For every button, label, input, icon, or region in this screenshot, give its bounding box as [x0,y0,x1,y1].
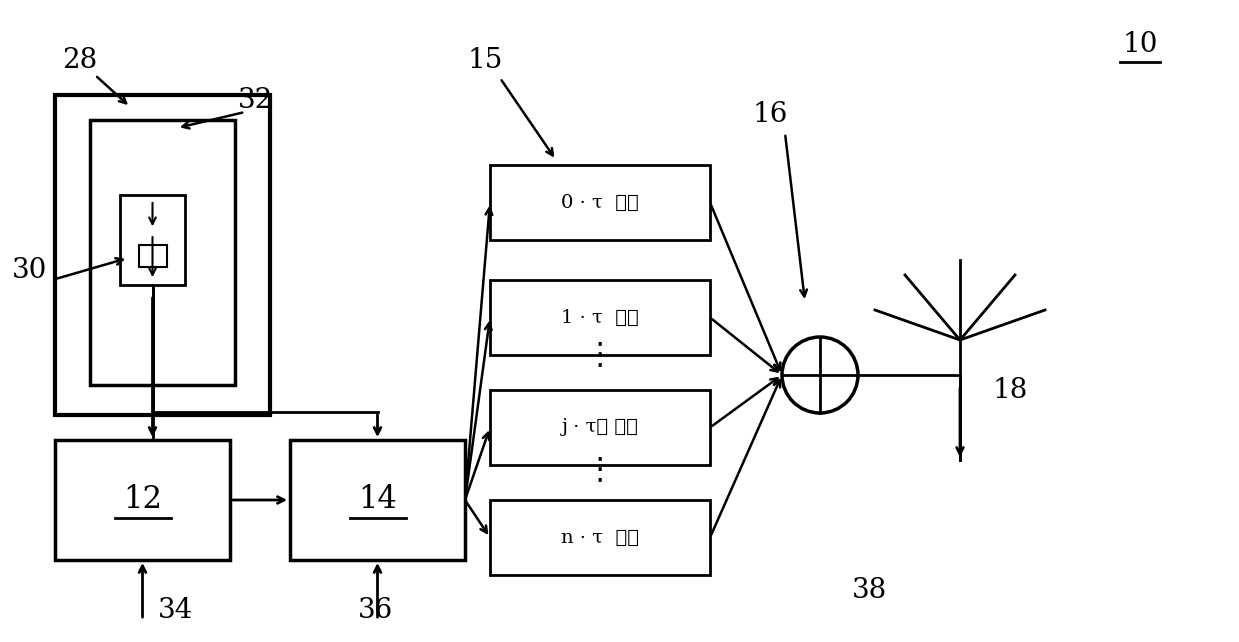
Text: 15: 15 [467,46,503,73]
Text: j · τ： 延迟: j · τ： 延迟 [561,419,638,437]
Text: 30: 30 [12,257,47,284]
Bar [120,195,185,285]
Text: 14: 14 [358,485,396,516]
Bar [489,280,710,355]
Bar [55,95,270,415]
Text: 28: 28 [62,46,98,73]
Bar [489,500,710,575]
Bar [139,245,166,266]
Text: ⋮: ⋮ [585,340,616,370]
Text: ⋮: ⋮ [585,456,616,485]
Text: 10: 10 [1123,31,1157,58]
Text: 1 · τ  延迟: 1 · τ 延迟 [561,309,639,327]
Text: 32: 32 [238,87,273,114]
Text: n · τ  延迟: n · τ 延迟 [561,528,639,546]
Bar [489,165,710,240]
Text: 16: 16 [752,101,788,128]
Text: 38: 38 [852,577,887,603]
Bar [55,440,230,560]
Text: 0 · τ  延迟: 0 · τ 延迟 [561,193,639,211]
Bar [90,120,235,385]
Bar [489,390,710,465]
Bar [290,440,465,560]
Text: 36: 36 [357,596,393,623]
Text: 12: 12 [123,485,162,516]
Text: 18: 18 [992,376,1027,404]
Text: 34: 34 [157,596,192,623]
